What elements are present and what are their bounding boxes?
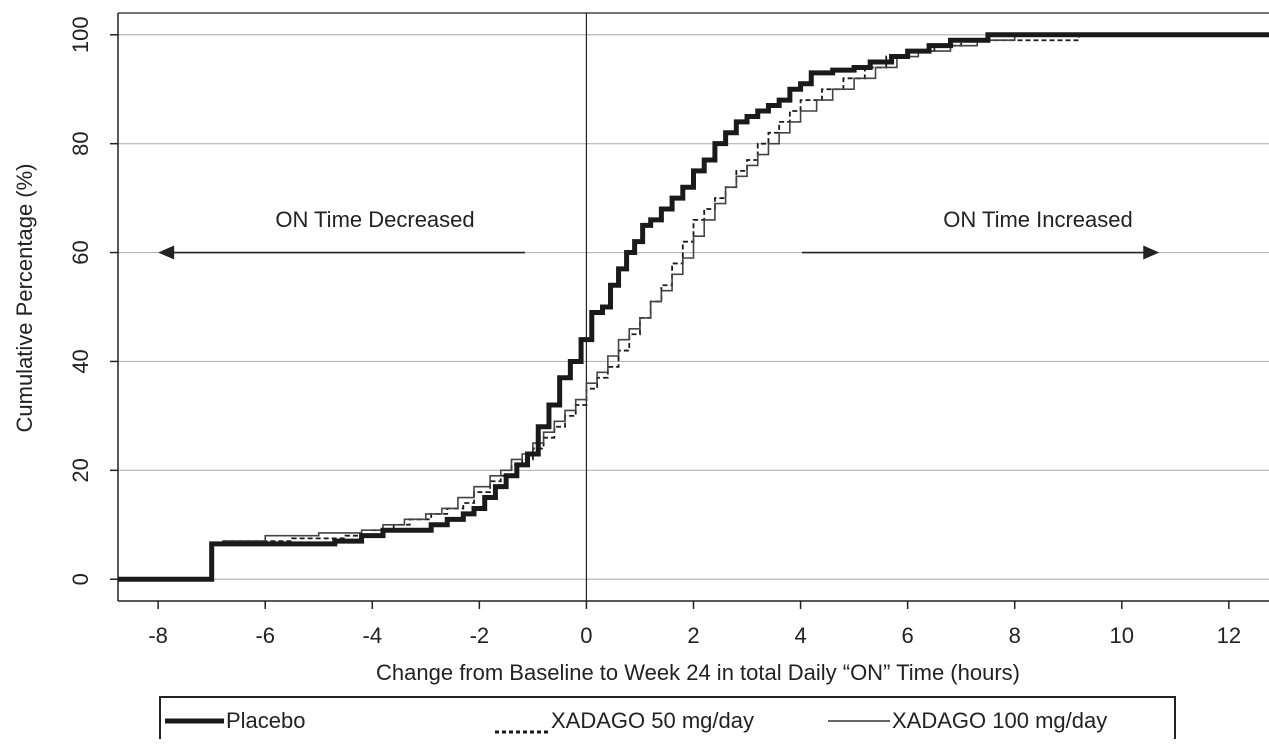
legend-label-xadago-50: XADAGO 50 mg/day: [551, 708, 754, 733]
arrow-right-head: [1143, 245, 1160, 260]
y-tick-label-0: 0: [68, 573, 93, 585]
x-tick-label-10: 10: [1110, 623, 1134, 648]
annotation-on-time-increased: ON Time Increased: [943, 207, 1133, 232]
y-tick-label-60: 60: [68, 240, 93, 264]
y-tick-label-100: 100: [68, 16, 93, 53]
x-tick-label-2: 2: [687, 623, 699, 648]
x-tick-label-6: 6: [902, 623, 914, 648]
x-tick-label--2: -2: [470, 623, 490, 648]
legend-box: [159, 696, 1176, 744]
x-tick-label-0: 0: [580, 623, 592, 648]
arrow-left-head: [158, 245, 175, 260]
x-tick-label-12: 12: [1217, 623, 1241, 648]
series-layer: [118, 32, 1269, 582]
legend-label-xadago-100: XADAGO 100 mg/day: [892, 708, 1107, 733]
x-tick-label--6: -6: [255, 623, 275, 648]
annotation-layer: ON Time Decreased ON Time Increased: [158, 207, 1160, 260]
x-tick-label--4: -4: [363, 623, 383, 648]
y-tick-label-20: 20: [68, 458, 93, 482]
y-axis-title: Cumulative Percentage (%): [12, 163, 37, 432]
annotation-on-time-decreased: ON Time Decreased: [275, 207, 474, 232]
series-line-placebo: [118, 32, 1269, 582]
series-line-xadago-50-mg-day: [222, 33, 1269, 543]
x-tick-label-8: 8: [1009, 623, 1021, 648]
y-tick-label-80: 80: [68, 131, 93, 155]
series-line-xadago-100-mg-day: [222, 33, 1269, 542]
axes-layer: 0 20 40 60 80 100 -8 -6 -4 -2 0 2 4 6 8 10 12: [68, 12, 1269, 648]
legend-label-placebo: Placebo: [226, 708, 306, 733]
y-tick-label-40: 40: [68, 349, 93, 373]
x-axis-title: Change from Baseline to Week 24 in total…: [376, 660, 1020, 685]
grid-layer: [118, 13, 1269, 601]
legend: Placebo XADAGO 50 mg/day XADAGO 100 mg/d…: [159, 696, 1176, 744]
x-tick-label--8: -8: [148, 623, 168, 648]
x-tick-label-4: 4: [794, 623, 806, 648]
